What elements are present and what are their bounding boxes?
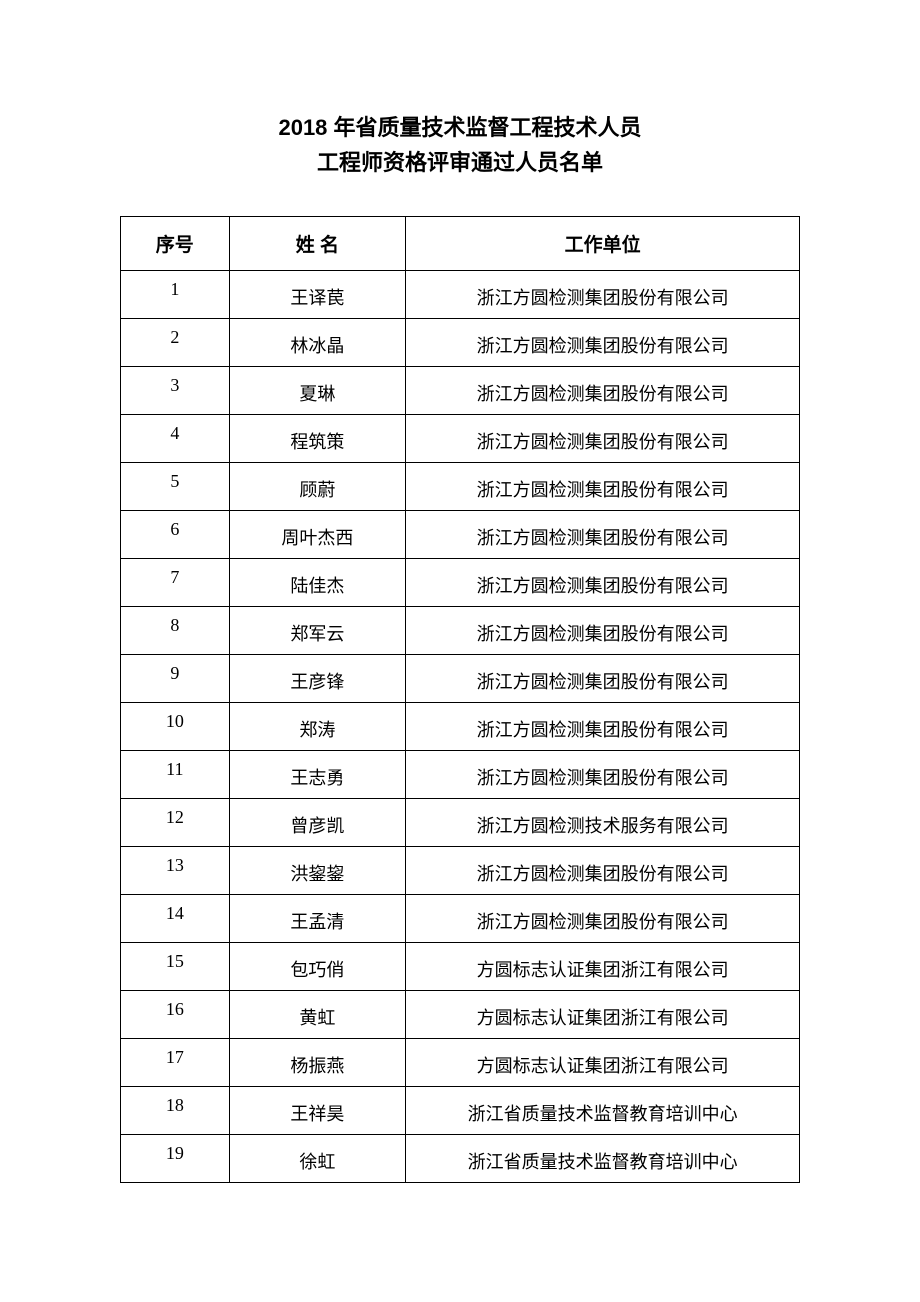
cell-seq: 7: [121, 559, 230, 607]
cell-seq: 6: [121, 511, 230, 559]
cell-name: 包巧俏: [229, 943, 406, 991]
table-row: 12曾彦凯浙江方圆检测技术服务有限公司: [121, 799, 800, 847]
cell-unit: 浙江方圆检测集团股份有限公司: [406, 271, 800, 319]
cell-name: 王孟清: [229, 895, 406, 943]
cell-name: 王译苠: [229, 271, 406, 319]
table-row: 10郑涛浙江方圆检测集团股份有限公司: [121, 703, 800, 751]
cell-seq: 16: [121, 991, 230, 1039]
cell-seq: 8: [121, 607, 230, 655]
cell-name: 林冰晶: [229, 319, 406, 367]
cell-name: 黄虹: [229, 991, 406, 1039]
table-row: 9王彦锋浙江方圆检测集团股份有限公司: [121, 655, 800, 703]
cell-seq: 10: [121, 703, 230, 751]
cell-unit: 浙江方圆检测集团股份有限公司: [406, 463, 800, 511]
table-row: 3夏琳浙江方圆检测集团股份有限公司: [121, 367, 800, 415]
cell-seq: 2: [121, 319, 230, 367]
table-row: 1王译苠浙江方圆检测集团股份有限公司: [121, 271, 800, 319]
cell-name: 徐虹: [229, 1135, 406, 1183]
title-line-1: 2018 年省质量技术监督工程技术人员: [120, 110, 800, 145]
cell-unit: 浙江方圆检测集团股份有限公司: [406, 751, 800, 799]
cell-seq: 12: [121, 799, 230, 847]
cell-name: 曾彦凯: [229, 799, 406, 847]
cell-unit: 浙江方圆检测集团股份有限公司: [406, 511, 800, 559]
header-unit: 工作单位: [406, 217, 800, 271]
title-line-2: 工程师资格评审通过人员名单: [120, 145, 800, 180]
cell-unit: 浙江方圆检测集团股份有限公司: [406, 559, 800, 607]
table-row: 4程筑策浙江方圆检测集团股份有限公司: [121, 415, 800, 463]
cell-unit: 方圆标志认证集团浙江有限公司: [406, 943, 800, 991]
cell-unit: 浙江方圆检测技术服务有限公司: [406, 799, 800, 847]
cell-seq: 3: [121, 367, 230, 415]
document-title: 2018 年省质量技术监督工程技术人员 工程师资格评审通过人员名单: [120, 110, 800, 180]
table-row: 6周叶杰西浙江方圆检测集团股份有限公司: [121, 511, 800, 559]
table-row: 13洪鋆鋆浙江方圆检测集团股份有限公司: [121, 847, 800, 895]
cell-unit: 浙江方圆检测集团股份有限公司: [406, 319, 800, 367]
cell-seq: 14: [121, 895, 230, 943]
cell-unit: 浙江方圆检测集团股份有限公司: [406, 655, 800, 703]
cell-seq: 13: [121, 847, 230, 895]
cell-unit: 浙江省质量技术监督教育培训中心: [406, 1087, 800, 1135]
cell-name: 王祥昊: [229, 1087, 406, 1135]
table-row: 7陆佳杰浙江方圆检测集团股份有限公司: [121, 559, 800, 607]
cell-name: 郑军云: [229, 607, 406, 655]
header-seq: 序号: [121, 217, 230, 271]
cell-name: 顾蔚: [229, 463, 406, 511]
cell-seq: 4: [121, 415, 230, 463]
table-row: 8郑军云浙江方圆检测集团股份有限公司: [121, 607, 800, 655]
table-row: 11王志勇浙江方圆检测集团股份有限公司: [121, 751, 800, 799]
cell-seq: 15: [121, 943, 230, 991]
cell-name: 周叶杰西: [229, 511, 406, 559]
cell-unit: 浙江方圆检测集团股份有限公司: [406, 895, 800, 943]
personnel-table: 序号 姓 名 工作单位 1王译苠浙江方圆检测集团股份有限公司2林冰晶浙江方圆检测…: [120, 216, 800, 1183]
cell-seq: 19: [121, 1135, 230, 1183]
cell-unit: 方圆标志认证集团浙江有限公司: [406, 1039, 800, 1087]
cell-unit: 方圆标志认证集团浙江有限公司: [406, 991, 800, 1039]
cell-unit: 浙江方圆检测集团股份有限公司: [406, 367, 800, 415]
cell-seq: 17: [121, 1039, 230, 1087]
cell-name: 夏琳: [229, 367, 406, 415]
cell-unit: 浙江方圆检测集团股份有限公司: [406, 607, 800, 655]
table-header-row: 序号 姓 名 工作单位: [121, 217, 800, 271]
cell-seq: 9: [121, 655, 230, 703]
cell-name: 程筑策: [229, 415, 406, 463]
table-row: 16黄虹方圆标志认证集团浙江有限公司: [121, 991, 800, 1039]
cell-name: 王志勇: [229, 751, 406, 799]
cell-seq: 18: [121, 1087, 230, 1135]
cell-name: 郑涛: [229, 703, 406, 751]
cell-unit: 浙江方圆检测集团股份有限公司: [406, 703, 800, 751]
table-row: 5顾蔚浙江方圆检测集团股份有限公司: [121, 463, 800, 511]
cell-name: 陆佳杰: [229, 559, 406, 607]
table-row: 19徐虹浙江省质量技术监督教育培训中心: [121, 1135, 800, 1183]
table-row: 2林冰晶浙江方圆检测集团股份有限公司: [121, 319, 800, 367]
table-row: 14王孟清浙江方圆检测集团股份有限公司: [121, 895, 800, 943]
cell-seq: 5: [121, 463, 230, 511]
table-row: 15包巧俏方圆标志认证集团浙江有限公司: [121, 943, 800, 991]
cell-seq: 1: [121, 271, 230, 319]
cell-unit: 浙江省质量技术监督教育培训中心: [406, 1135, 800, 1183]
table-row: 18王祥昊浙江省质量技术监督教育培训中心: [121, 1087, 800, 1135]
table-row: 17杨振燕方圆标志认证集团浙江有限公司: [121, 1039, 800, 1087]
cell-name: 杨振燕: [229, 1039, 406, 1087]
cell-name: 洪鋆鋆: [229, 847, 406, 895]
cell-name: 王彦锋: [229, 655, 406, 703]
cell-seq: 11: [121, 751, 230, 799]
header-name: 姓 名: [229, 217, 406, 271]
cell-unit: 浙江方圆检测集团股份有限公司: [406, 847, 800, 895]
cell-unit: 浙江方圆检测集团股份有限公司: [406, 415, 800, 463]
